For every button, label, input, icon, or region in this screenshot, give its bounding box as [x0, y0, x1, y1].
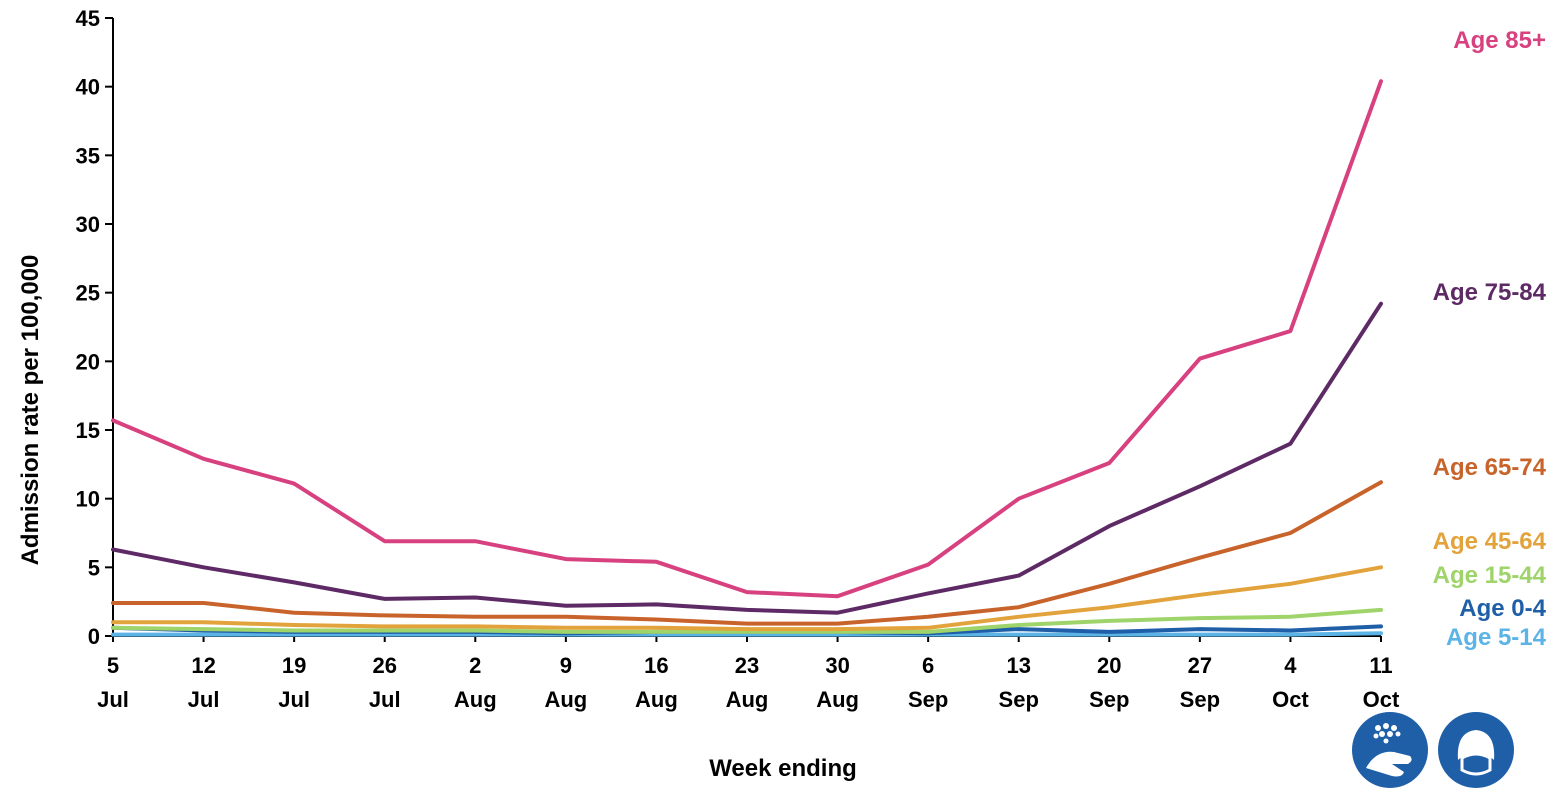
series-label: Age 5-14 [1446, 624, 1547, 651]
y-tick-label: 25 [76, 281, 100, 306]
x-tick-day: 2 [469, 653, 481, 678]
x-tick-day: 6 [922, 653, 934, 678]
x-tick-month: Aug [544, 687, 587, 712]
series-line-age-85- [111, 79, 1383, 599]
x-tick-day: 23 [735, 653, 759, 678]
x-tick-label: 23 Aug [726, 653, 769, 712]
face-covering-icon [1438, 712, 1514, 788]
x-tick-day: 19 [282, 653, 306, 678]
x-tick-day: 16 [644, 653, 668, 678]
x-tick-day: 13 [1006, 653, 1030, 678]
x-tick-label: 5 Jul [97, 653, 129, 712]
x-tick-day: 12 [191, 653, 215, 678]
hand-washing-icon [1352, 712, 1428, 788]
x-tick-label: 4 Oct [1272, 653, 1309, 712]
series-label: Age 0-4 [1459, 595, 1546, 622]
x-tick-label: 13 Sep [999, 653, 1039, 712]
series-line-age-65-74 [111, 480, 1383, 626]
x-tick-month: Jul [97, 687, 129, 712]
y-tick-label: 0 [88, 624, 100, 649]
x-tick-month: Aug [816, 687, 859, 712]
x-tick-month: Jul [188, 687, 220, 712]
x-tick-label: 2 Aug [454, 653, 497, 712]
x-tick-month: Sep [1089, 687, 1129, 712]
y-tick-label: 20 [76, 349, 100, 374]
x-tick-month: Oct [1363, 687, 1400, 712]
series-label: Age 45-64 [1433, 528, 1547, 555]
x-tick-month: Aug [726, 687, 769, 712]
x-tick-label: 9 Aug [544, 653, 587, 712]
y-tick-label: 5 [88, 555, 100, 580]
y-tick-label: 45 [76, 6, 100, 31]
y-axis: 0 5 10 15 20 25 30 35 40 45 [76, 6, 114, 649]
x-tick-label: 19 Jul [278, 653, 310, 712]
x-tick-day: 26 [372, 653, 396, 678]
series-label: Age 65-74 [1433, 454, 1547, 481]
x-tick-label: 30 Aug [816, 653, 859, 712]
y-tick-label: 35 [76, 143, 100, 168]
x-tick-label: 11 Oct [1363, 653, 1400, 712]
x-tick-month: Sep [908, 687, 948, 712]
x-tick-month: Aug [454, 687, 497, 712]
x-tick-month: Sep [1180, 687, 1220, 712]
x-tick-month: Oct [1272, 687, 1309, 712]
x-axis: 5 Jul 12 Jul 19 Jul 26 Jul 2 Aug 9 Aug 16 Aug 23 Aug 30 A… [97, 635, 1400, 712]
x-tick-day: 4 [1284, 653, 1297, 678]
y-tick-label: 10 [76, 487, 100, 512]
series-line-age-45-64 [111, 565, 1383, 632]
y-tick-label: 40 [76, 75, 100, 100]
x-tick-label: 20 Sep [1089, 653, 1129, 712]
series-line-age-5-14 [111, 631, 1383, 637]
x-tick-day: 27 [1188, 653, 1212, 678]
x-tick-day: 5 [107, 653, 119, 678]
y-axis-title: Admission rate per 100,000 [17, 255, 44, 566]
x-tick-month: Jul [369, 687, 401, 712]
y-tick-label: 30 [76, 212, 100, 237]
x-tick-day: 9 [560, 653, 572, 678]
y-tick-label: 15 [76, 418, 100, 443]
x-tick-label: 12 Jul [188, 653, 220, 712]
series-lines [111, 79, 1383, 637]
x-tick-label: 16 Aug [635, 653, 678, 712]
series-line-age-75-84 [111, 301, 1383, 615]
series-label: Age 75-84 [1433, 279, 1547, 306]
series-label: Age 85+ [1453, 27, 1546, 54]
x-tick-month: Sep [999, 687, 1039, 712]
x-tick-day: 20 [1097, 653, 1121, 678]
series-line-age-15-44 [111, 607, 1383, 634]
x-tick-month: Jul [278, 687, 310, 712]
x-tick-day: 30 [825, 653, 849, 678]
x-tick-label: 6 Sep [908, 653, 948, 712]
x-tick-label: 26 Jul [369, 653, 401, 712]
x-tick-month: Aug [635, 687, 678, 712]
series-label: Age 15-44 [1433, 562, 1547, 589]
x-tick-label: 27 Sep [1180, 653, 1220, 712]
x-axis-title: Week ending [709, 755, 857, 782]
x-tick-day: 11 [1369, 653, 1392, 678]
